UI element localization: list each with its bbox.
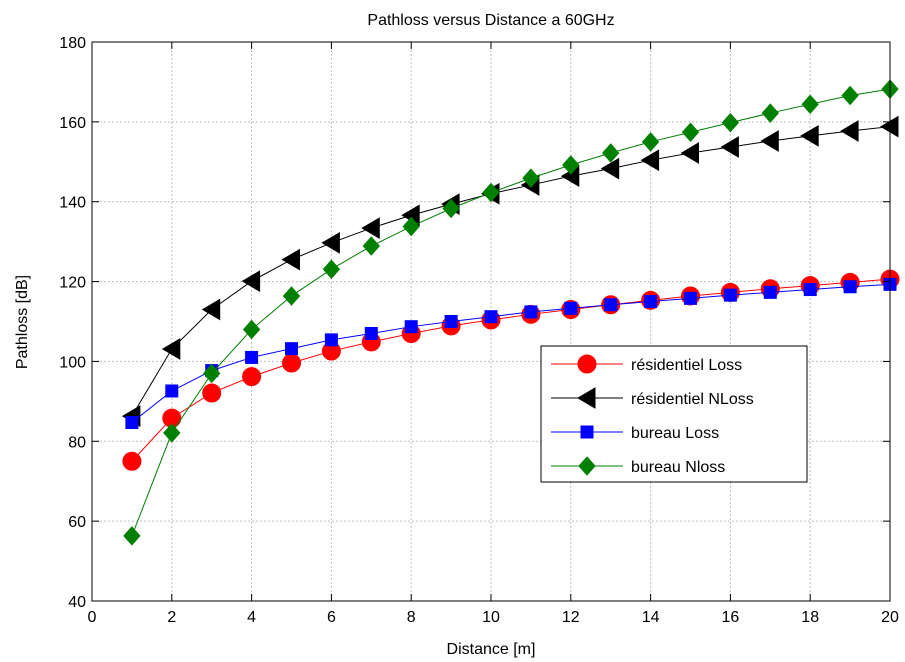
data-point xyxy=(721,112,740,133)
legend-marker xyxy=(577,387,596,409)
plot-area xyxy=(91,41,900,602)
data-point xyxy=(564,301,578,315)
data-point xyxy=(803,283,817,297)
data-point xyxy=(723,288,737,302)
legend-item: résidentiel Loss xyxy=(551,354,742,374)
data-point xyxy=(602,143,620,163)
data-point xyxy=(122,451,142,471)
data-point xyxy=(442,198,460,219)
x-tick-label: 14 xyxy=(642,609,660,626)
data-point xyxy=(123,526,141,546)
y-tick-label: 160 xyxy=(59,115,86,132)
data-point xyxy=(282,353,301,373)
y-tick-label: 80 xyxy=(68,434,86,451)
legend-label: bureau Nloss xyxy=(631,459,725,476)
data-point xyxy=(282,286,301,306)
data-point xyxy=(641,132,660,152)
x-tick-label: 12 xyxy=(562,609,580,626)
x-tick-label: 16 xyxy=(722,609,740,626)
y-tick-label: 60 xyxy=(68,514,86,531)
x-tick-label: 2 xyxy=(167,609,176,626)
legend-item: bureau Loss xyxy=(551,425,719,442)
data-point xyxy=(125,416,139,430)
data-point xyxy=(285,342,298,356)
data-point xyxy=(242,319,261,340)
axis-ticks xyxy=(91,41,891,602)
data-point xyxy=(640,149,660,172)
data-point xyxy=(321,231,340,254)
x-tick-label: 8 xyxy=(407,609,416,626)
data-point xyxy=(364,326,378,340)
x-tick-label: 6 xyxy=(327,609,336,626)
data-point xyxy=(644,295,658,309)
y-tick-label: 100 xyxy=(59,354,86,371)
series-line xyxy=(131,283,891,423)
series-3 xyxy=(125,277,897,430)
x-tick-label: 18 xyxy=(801,609,819,626)
data-point xyxy=(840,120,859,142)
series-4 xyxy=(123,79,899,546)
x-axis-label: Distance [m] xyxy=(447,641,536,658)
data-point xyxy=(720,136,739,158)
data-point xyxy=(841,85,859,106)
legend-label: résidentiel Loss xyxy=(631,357,742,374)
data-point xyxy=(241,270,261,293)
legend-item: résidentiel NLoss xyxy=(551,387,754,409)
data-point xyxy=(322,259,341,279)
data-point xyxy=(361,217,380,239)
data-point xyxy=(402,216,420,237)
data-point xyxy=(684,291,697,305)
x-tick-label: 4 xyxy=(247,609,256,626)
data-point xyxy=(444,315,458,328)
data-point xyxy=(522,168,540,188)
tick-labels: 0 2 4 6 8 10 12 14 16 18 20 40 60 80 100 120 140 160 180 xyxy=(59,35,899,626)
chart-title: Pathloss versus Distance a 60GHz xyxy=(367,12,614,29)
data-point xyxy=(681,122,700,142)
y-tick-label: 140 xyxy=(59,195,86,212)
data-point xyxy=(242,367,262,387)
legend-label: bureau Loss xyxy=(631,425,719,442)
legend-marker xyxy=(578,456,596,476)
data-point xyxy=(362,236,380,256)
data-point xyxy=(761,103,779,123)
data-point xyxy=(404,320,418,334)
legend-marker xyxy=(580,425,594,439)
y-tick-label: 120 xyxy=(59,275,86,292)
data-point xyxy=(484,310,498,324)
data-point xyxy=(324,333,338,347)
x-tick-label: 20 xyxy=(881,609,899,626)
data-point xyxy=(201,298,221,321)
data-point xyxy=(760,130,779,152)
data-point xyxy=(600,157,620,180)
y-tick-label: 180 xyxy=(59,35,86,52)
data-point xyxy=(524,305,538,319)
data-point xyxy=(482,182,500,203)
data-point xyxy=(763,285,777,299)
data-point xyxy=(843,280,857,294)
legend: résidentiel Loss résidentiel NLoss bureau … xyxy=(540,345,808,483)
data-point xyxy=(202,383,222,403)
data-point xyxy=(161,338,181,360)
data-point xyxy=(245,350,259,364)
legend-marker xyxy=(577,354,597,374)
data-point xyxy=(680,142,699,164)
data-point xyxy=(562,155,580,175)
y-tick-label: 40 xyxy=(68,594,86,611)
y-axis-label: Pathloss [dB] xyxy=(14,275,31,369)
data-point xyxy=(604,298,618,312)
data-point xyxy=(800,124,819,147)
data-point xyxy=(163,423,181,443)
legend-label: résidentiel NLoss xyxy=(631,391,754,408)
data-point xyxy=(281,248,300,271)
legend-item: bureau Nloss xyxy=(551,456,725,476)
x-tick-label: 10 xyxy=(482,609,500,626)
data-point xyxy=(165,384,179,398)
data-point xyxy=(203,363,221,384)
x-tick-label: 0 xyxy=(88,609,97,626)
data-point xyxy=(801,94,819,115)
series-layer xyxy=(121,79,900,546)
